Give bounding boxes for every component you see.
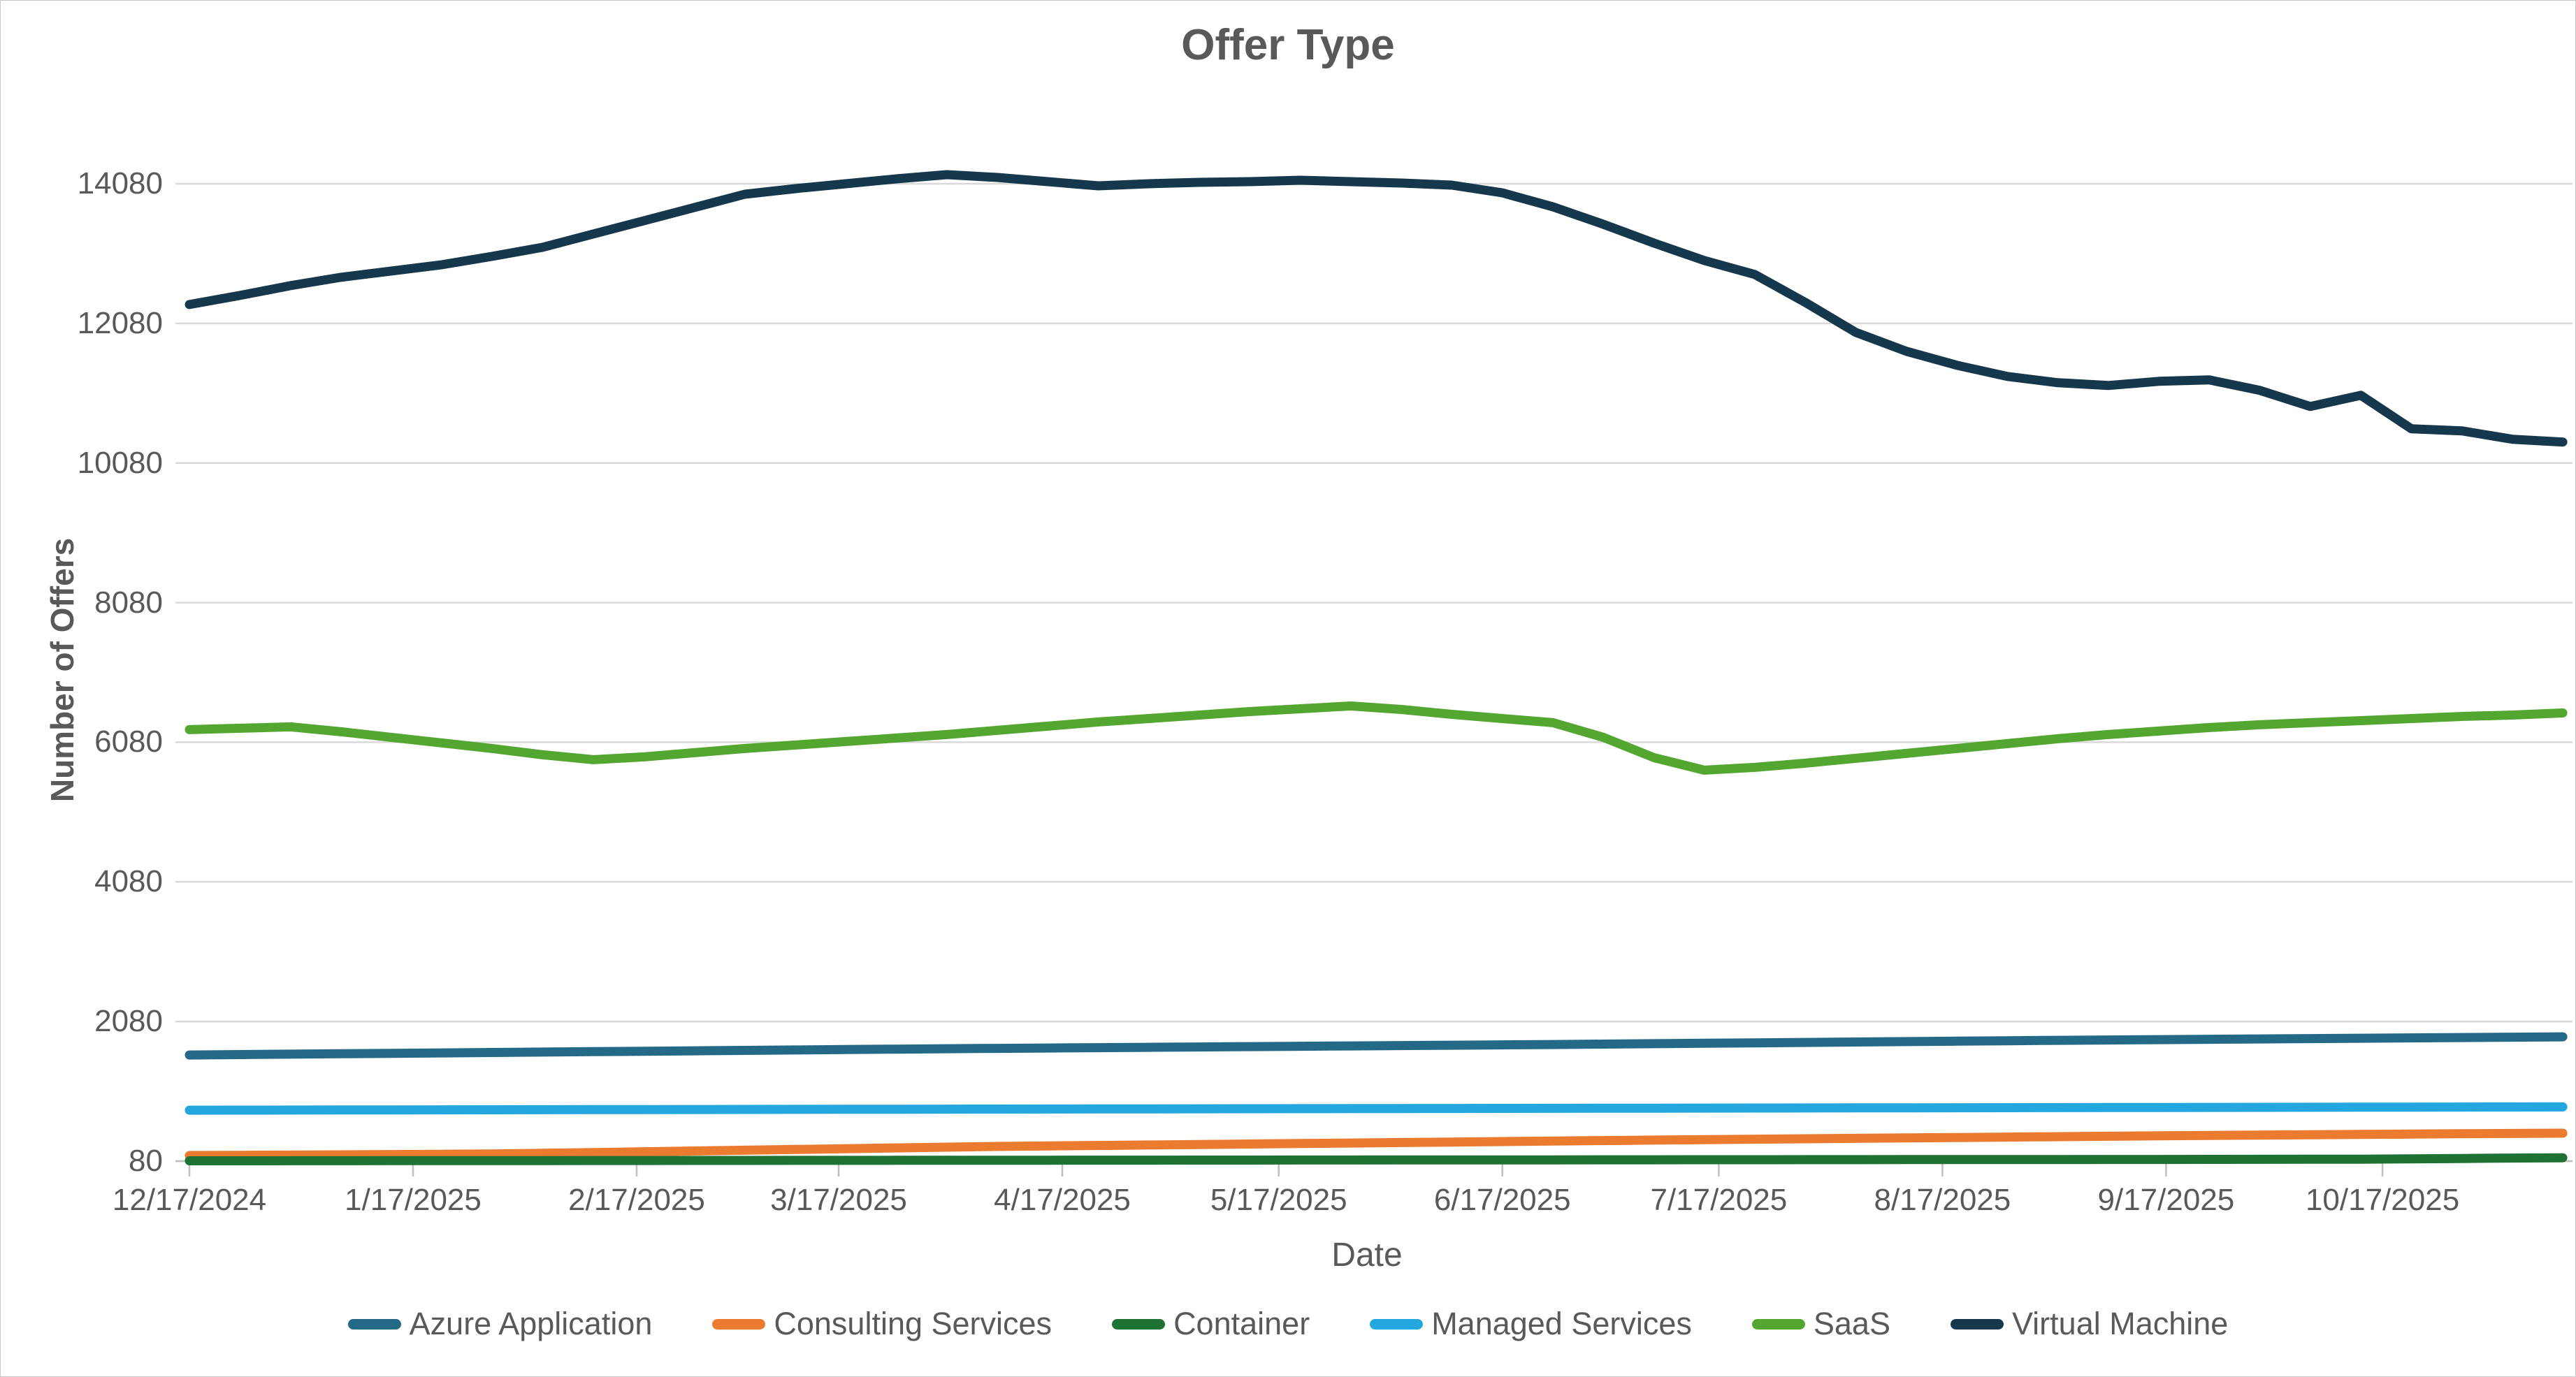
legend-label: Managed Services bbox=[1431, 1306, 1692, 1341]
y-tick-label: 8080 bbox=[94, 585, 163, 620]
y-tick-label: 80 bbox=[129, 1144, 163, 1178]
y-axis-title: Number of Offers bbox=[44, 537, 80, 803]
x-tick-label: 4/17/2025 bbox=[994, 1183, 1131, 1217]
series-line-saas bbox=[184, 701, 2568, 775]
x-tick-label: 10/17/2025 bbox=[2305, 1183, 2460, 1217]
legend-swatch-icon bbox=[347, 1318, 401, 1329]
legend-label: Container bbox=[1173, 1306, 1310, 1341]
legend-swatch-icon bbox=[1112, 1318, 1166, 1329]
legend-label: SaaS bbox=[1813, 1306, 1890, 1341]
legend-item-managed-services[interactable]: Managed Services bbox=[1370, 1306, 1692, 1342]
legend-swatch-icon bbox=[1751, 1318, 1805, 1329]
series-line-azure-application bbox=[184, 1032, 2568, 1060]
chart-title: Offer Type bbox=[1181, 21, 1395, 69]
series-line-consulting-services bbox=[184, 1128, 2568, 1160]
x-tick-label: 6/17/2025 bbox=[1433, 1183, 1571, 1217]
legend-item-container[interactable]: Container bbox=[1112, 1306, 1310, 1342]
legend-swatch-icon bbox=[1950, 1318, 2004, 1329]
legend-swatch-icon bbox=[1370, 1318, 1424, 1329]
legend-item-saas[interactable]: SaaS bbox=[1751, 1306, 1890, 1342]
y-tick-label: 10080 bbox=[77, 445, 163, 480]
series-line-managed-services bbox=[184, 1102, 2568, 1115]
series-line-virtual-machine bbox=[184, 170, 2568, 447]
x-tick-label: 7/17/2025 bbox=[1650, 1183, 1788, 1217]
legend: Azure Application Consulting Services Cont… bbox=[1, 1306, 2575, 1342]
x-axis-title: Date bbox=[1331, 1237, 1403, 1274]
legend-swatch-icon bbox=[712, 1318, 766, 1329]
x-tick-label: 12/17/2024 bbox=[112, 1183, 267, 1217]
series-line-container bbox=[184, 1153, 2568, 1165]
y-tick-label: 12080 bbox=[77, 305, 163, 340]
y-tick-label: 4080 bbox=[94, 864, 163, 899]
legend-label: Azure Application bbox=[409, 1306, 653, 1341]
legend-label: Consulting Services bbox=[774, 1306, 1052, 1341]
x-tick-label: 1/17/2025 bbox=[345, 1183, 482, 1217]
y-tick-label: 6080 bbox=[94, 724, 163, 759]
legend-item-consulting-services[interactable]: Consulting Services bbox=[712, 1306, 1052, 1342]
x-tick-label: 5/17/2025 bbox=[1210, 1183, 1347, 1217]
y-tick-label: 14080 bbox=[77, 166, 163, 201]
x-tick-label: 8/17/2025 bbox=[1874, 1183, 2011, 1217]
legend-item-azure-application[interactable]: Azure Application bbox=[347, 1306, 653, 1342]
x-tick-label: 9/17/2025 bbox=[2097, 1183, 2235, 1217]
legend-item-virtual-machine[interactable]: Virtual Machine bbox=[1950, 1306, 2229, 1342]
y-tick-label: 2080 bbox=[94, 1004, 163, 1039]
x-tick-label: 3/17/2025 bbox=[770, 1183, 907, 1217]
x-tick-label: 2/17/2025 bbox=[568, 1183, 705, 1217]
legend-label: Virtual Machine bbox=[2011, 1306, 2229, 1341]
